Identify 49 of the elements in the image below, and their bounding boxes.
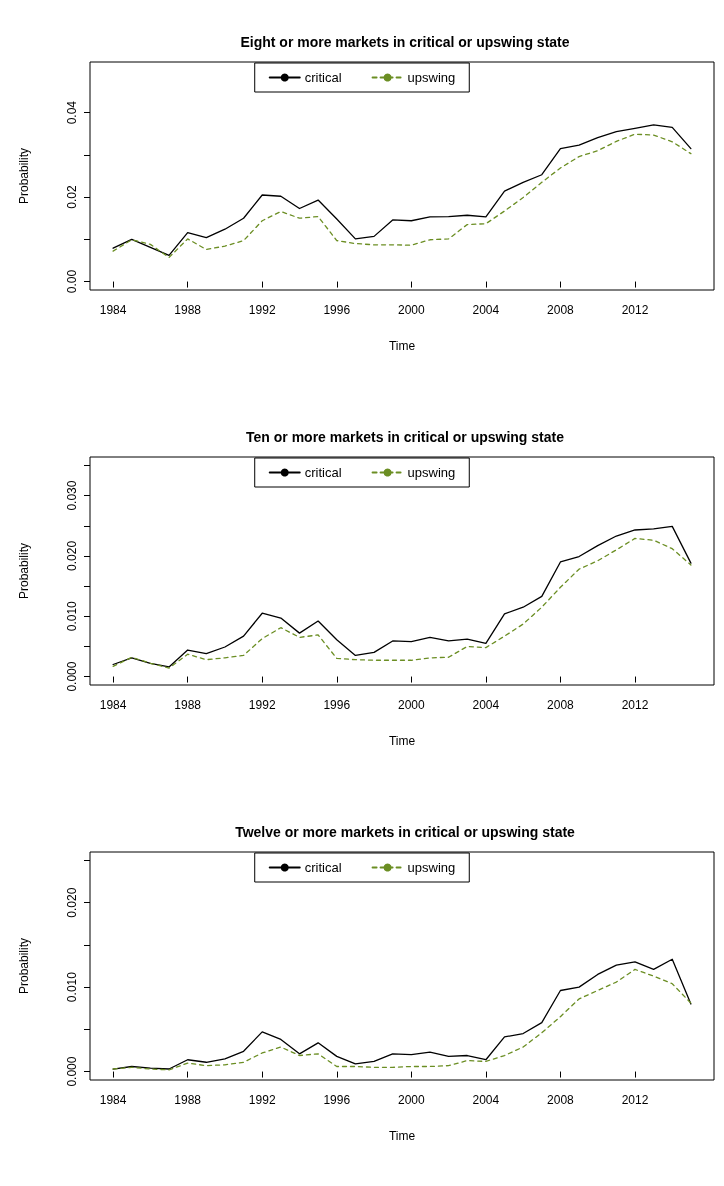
x-tick-label: 2012 bbox=[621, 698, 649, 712]
y-tick-label: 0.010 bbox=[65, 600, 79, 632]
x-tick-label: 2012 bbox=[621, 303, 649, 317]
x-tick-label: 1996 bbox=[323, 698, 351, 712]
y-axis-title: Probability bbox=[17, 147, 31, 205]
legend-label: upswing bbox=[407, 860, 456, 875]
x-tick-label: 2008 bbox=[547, 1093, 575, 1107]
x-tick-label: 1984 bbox=[99, 1093, 127, 1107]
legend-label: upswing bbox=[407, 70, 456, 85]
x-tick-label: 2004 bbox=[472, 1093, 500, 1107]
x-tick-label: 2000 bbox=[397, 698, 425, 712]
x-tick-label: 2012 bbox=[621, 1093, 649, 1107]
y-axis-title: Probability bbox=[17, 542, 31, 600]
x-tick-label: 1984 bbox=[99, 303, 127, 317]
y-tick-label: 0.010 bbox=[65, 971, 79, 1003]
x-tick-label: 2004 bbox=[472, 303, 500, 317]
chart-title: Ten or more markets in critical or upswing state bbox=[246, 429, 565, 445]
x-tick-label: 1992 bbox=[248, 1093, 276, 1107]
x-tick-label: 2000 bbox=[397, 303, 425, 317]
x-axis-title: Time bbox=[388, 734, 416, 748]
y-tick-label: 0.000 bbox=[65, 1056, 79, 1087]
x-tick-label: 1996 bbox=[323, 303, 351, 317]
y-tick-label: 0.030 bbox=[65, 480, 79, 511]
x-tick-label: 1984 bbox=[99, 698, 127, 712]
chart-title: Eight or more markets in critical or upswing state bbox=[240, 34, 570, 50]
x-tick-label: 1996 bbox=[323, 1093, 351, 1107]
x-tick-label: 2008 bbox=[547, 303, 575, 317]
y-tick-label: 0.000 bbox=[65, 661, 79, 692]
y-tick-label: 0.02 bbox=[65, 185, 79, 209]
y-axis-title: Probability bbox=[17, 937, 31, 995]
x-tick-label: 2000 bbox=[397, 1093, 425, 1107]
x-axis-title: Time bbox=[388, 1129, 416, 1143]
x-tick-label: 1992 bbox=[248, 698, 276, 712]
y-tick-label: 0.00 bbox=[65, 269, 79, 294]
legend-label: critical bbox=[304, 860, 342, 875]
x-tick-label: 2004 bbox=[472, 698, 500, 712]
x-tick-label: 1988 bbox=[174, 1093, 202, 1107]
chart-title: Twelve or more markets in critical or upswing state bbox=[235, 824, 576, 840]
y-tick-label: 0.020 bbox=[65, 540, 79, 571]
y-tick-label: 0.04 bbox=[65, 100, 79, 125]
legend-label: upswing bbox=[407, 465, 456, 480]
x-tick-label: 1992 bbox=[248, 303, 276, 317]
x-tick-label: 1988 bbox=[174, 303, 202, 317]
x-tick-label: 2008 bbox=[547, 698, 575, 712]
y-tick-label: 0.020 bbox=[65, 887, 79, 918]
legend-label: critical bbox=[304, 465, 342, 480]
x-tick-label: 1988 bbox=[174, 698, 202, 712]
legend-label: critical bbox=[304, 70, 342, 85]
x-axis-title: Time bbox=[388, 339, 416, 353]
